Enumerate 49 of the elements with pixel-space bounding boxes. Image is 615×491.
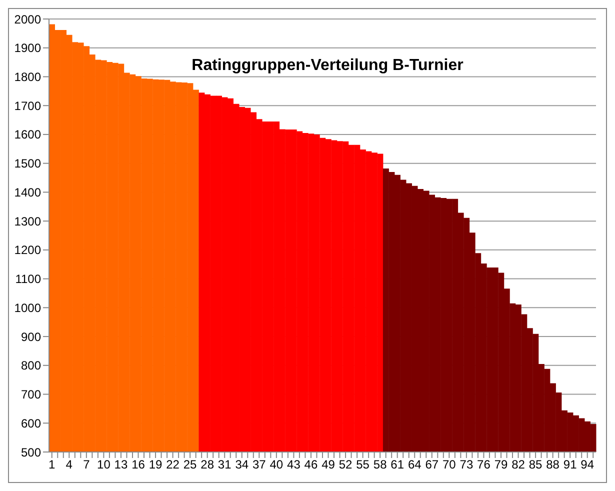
text: Ratinggruppen-Verteilung B-Turnier — [192, 57, 464, 74]
y-tick-label: 1200 — [14, 243, 42, 258]
y-tick-label: 1100 — [15, 272, 42, 286]
x-tick-label: 28 — [200, 458, 214, 472]
x-tick-label: 91 — [563, 458, 578, 472]
y-tick-label: 900 — [20, 330, 42, 344]
x-tick-label: 46 — [304, 458, 318, 472]
y-tick-label: 1000 — [14, 300, 42, 315]
x-tick-label: 16 — [132, 458, 146, 472]
y-tick-label: 700 — [20, 388, 42, 402]
x-tick-label: 1 — [48, 458, 56, 472]
x-tick-label: 79 — [494, 458, 508, 472]
x-tick-label: 4 — [66, 458, 73, 472]
x-tick-label: 88 — [546, 458, 560, 472]
y-tick-label: 1500 — [14, 156, 42, 171]
x-tick-label: 82 — [512, 458, 526, 472]
y-tick-label: 800 — [20, 358, 42, 373]
x-tick-label: 13 — [114, 458, 128, 472]
x-tick-label: 40 — [270, 458, 284, 472]
x-tick-label: 43 — [287, 458, 301, 472]
x-tick-label: 58 — [373, 458, 388, 472]
y-tick-label: 1700 — [14, 98, 42, 113]
x-tick-label: 22 — [166, 458, 180, 472]
y-tick-label: 1600 — [14, 128, 42, 142]
y-tick-label: 1300 — [14, 214, 42, 228]
x-tick-label: 19 — [148, 458, 163, 472]
y-tick-label: 1400 — [14, 185, 42, 200]
x-tick-label: 67 — [425, 458, 439, 472]
y-tick-label: 1900 — [14, 41, 42, 56]
x-tick-label: 85 — [528, 458, 543, 472]
y-tick-label: 600 — [20, 416, 42, 430]
x-tick-label: 34 — [235, 458, 249, 472]
y-tick-label: 2000 — [14, 12, 42, 26]
x-tick-label: 73 — [460, 458, 474, 472]
x-tick-label: 94 — [580, 458, 594, 472]
x-tick-label: 76 — [477, 458, 491, 472]
x-tick-label: 7 — [83, 458, 90, 472]
x-tick-label: 10 — [97, 458, 111, 472]
x-tick-label: 55 — [356, 458, 370, 472]
x-tick-label: 37 — [252, 458, 266, 472]
x-tick-label: 49 — [322, 458, 336, 472]
x-tick-label: 70 — [442, 458, 456, 472]
x-tick-label: 25 — [183, 458, 198, 472]
y-tick-label: 1800 — [14, 70, 42, 84]
x-tick-label: 52 — [338, 458, 353, 472]
x-tick-label: 61 — [390, 458, 404, 472]
y-tick-label: 500 — [20, 445, 42, 460]
x-tick-label: 64 — [408, 458, 422, 472]
x-tick-label: 31 — [218, 458, 232, 472]
